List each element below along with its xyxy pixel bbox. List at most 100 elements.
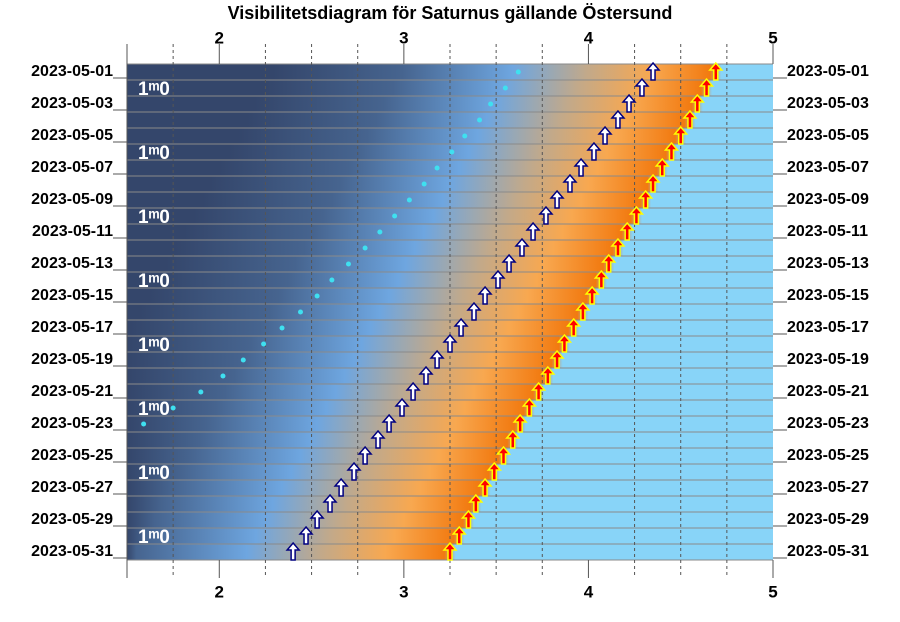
rise-arrow bbox=[512, 413, 528, 433]
rise-arrow bbox=[549, 349, 565, 369]
x-tick-label-top: 3 bbox=[399, 28, 408, 47]
y-tick-label-left: 2023-05-29 bbox=[31, 511, 113, 528]
magnitude-label: 1ᵐ0 bbox=[138, 143, 170, 164]
magnitude-label: 1ᵐ0 bbox=[138, 463, 170, 484]
rise-arrow bbox=[673, 125, 689, 145]
rise-arrow bbox=[442, 541, 458, 561]
moon-dot bbox=[406, 197, 412, 203]
rise-arrow bbox=[405, 381, 421, 401]
y-tick-label-right: 2023-05-27 bbox=[787, 479, 869, 496]
y-tick-label-left: 2023-05-01 bbox=[31, 63, 113, 80]
rise-arrow bbox=[698, 77, 715, 97]
sky-row bbox=[127, 496, 773, 512]
rise-arrow bbox=[634, 77, 650, 97]
rise-arrow bbox=[663, 141, 680, 161]
moon-dot bbox=[297, 309, 303, 315]
sky-row bbox=[127, 160, 773, 176]
moon-dot bbox=[392, 213, 398, 219]
y-tick-label-right: 2023-05-17 bbox=[787, 319, 869, 336]
rise-arrow bbox=[521, 397, 537, 417]
y-tick-label-left: 2023-05-07 bbox=[31, 159, 113, 176]
x-tick-label-bottom: 5 bbox=[768, 582, 777, 601]
y-tick-label-right: 2023-05-01 bbox=[787, 63, 869, 80]
rise-arrow bbox=[466, 301, 482, 321]
rise-arrow bbox=[370, 429, 386, 449]
moon-dot bbox=[477, 117, 483, 123]
rise-arrow bbox=[477, 477, 493, 497]
moon-dot bbox=[362, 245, 368, 251]
y-tick-label-right: 2023-05-07 bbox=[787, 159, 869, 176]
rise-arrow bbox=[381, 413, 397, 433]
y-tick-label-left: 2023-05-31 bbox=[31, 543, 113, 560]
y-tick-label-right: 2023-05-31 bbox=[787, 543, 869, 560]
x-tick-label-bottom: 4 bbox=[584, 582, 594, 601]
magnitude-label: 1ᵐ0 bbox=[138, 271, 170, 292]
y-tick-label-right: 2023-05-05 bbox=[787, 127, 869, 144]
rise-arrow bbox=[593, 269, 609, 289]
y-tick-label-left: 2023-05-15 bbox=[31, 287, 113, 304]
y-tick-label-right: 2023-05-21 bbox=[787, 383, 869, 400]
y-tick-label-left: 2023-05-19 bbox=[31, 351, 113, 368]
rise-arrow bbox=[621, 93, 637, 113]
moon-dot bbox=[261, 341, 267, 347]
rise-arrow bbox=[540, 365, 556, 385]
rise-arrow bbox=[357, 445, 373, 465]
y-tick-label-left: 2023-05-05 bbox=[31, 127, 113, 144]
moon-dot bbox=[220, 373, 226, 379]
rise-arrow bbox=[586, 141, 602, 161]
rise-arrow bbox=[298, 525, 314, 545]
sky-row bbox=[127, 208, 773, 224]
magnitude-label: 1ᵐ0 bbox=[138, 527, 170, 548]
sky-row bbox=[127, 256, 773, 272]
moon-dot bbox=[462, 133, 468, 139]
rise-arrow bbox=[468, 493, 484, 513]
rise-arrow bbox=[708, 61, 724, 81]
y-tick-label-right: 2023-05-13 bbox=[787, 255, 869, 272]
rise-arrow bbox=[628, 205, 645, 225]
rise-arrow bbox=[566, 317, 582, 337]
moon-dot bbox=[279, 325, 285, 331]
rise-arrow bbox=[610, 109, 626, 129]
moon-dot bbox=[515, 69, 521, 75]
y-tick-label-left: 2023-05-17 bbox=[31, 319, 113, 336]
rise-arrow bbox=[584, 285, 600, 305]
x-tick-label-bottom: 3 bbox=[399, 582, 408, 601]
y-tick-label-right: 2023-05-15 bbox=[787, 287, 869, 304]
moon-dot bbox=[329, 277, 335, 283]
sky-row bbox=[127, 64, 773, 80]
sky-row bbox=[127, 112, 773, 128]
x-tick-label-top: 2 bbox=[215, 28, 224, 47]
rise-arrow bbox=[654, 157, 670, 177]
moon-dot bbox=[314, 293, 320, 299]
moon-dot bbox=[240, 357, 246, 363]
y-tick-label-right: 2023-05-09 bbox=[787, 191, 869, 208]
rise-arrow bbox=[573, 157, 589, 177]
rise-arrow bbox=[530, 381, 547, 401]
moon-dot bbox=[198, 389, 204, 395]
rise-arrow bbox=[556, 333, 573, 353]
moon-dot bbox=[449, 149, 455, 155]
moon-dot bbox=[345, 261, 351, 267]
rise-arrow bbox=[610, 237, 626, 257]
rise-arrow bbox=[501, 253, 517, 273]
rise-arrow bbox=[477, 285, 493, 305]
rise-arrow bbox=[601, 253, 617, 273]
rise-arrow bbox=[285, 541, 301, 561]
magnitude-label: 1ᵐ0 bbox=[138, 399, 170, 420]
y-tick-label-left: 2023-05-09 bbox=[31, 191, 113, 208]
rise-arrow bbox=[645, 173, 661, 193]
rise-arrow bbox=[495, 445, 512, 465]
rise-arrow bbox=[429, 349, 445, 369]
rise-arrow bbox=[575, 301, 591, 321]
rise-arrow bbox=[442, 333, 458, 353]
magnitude-label: 1ᵐ0 bbox=[138, 335, 170, 356]
moon-dot bbox=[377, 229, 383, 235]
sky-row bbox=[127, 352, 773, 368]
moon-dot bbox=[421, 181, 427, 187]
rise-arrow bbox=[418, 365, 434, 385]
sky-row bbox=[127, 400, 773, 416]
rise-arrow bbox=[514, 237, 530, 257]
y-tick-label-left: 2023-05-25 bbox=[31, 447, 113, 464]
rise-arrow bbox=[689, 93, 705, 113]
